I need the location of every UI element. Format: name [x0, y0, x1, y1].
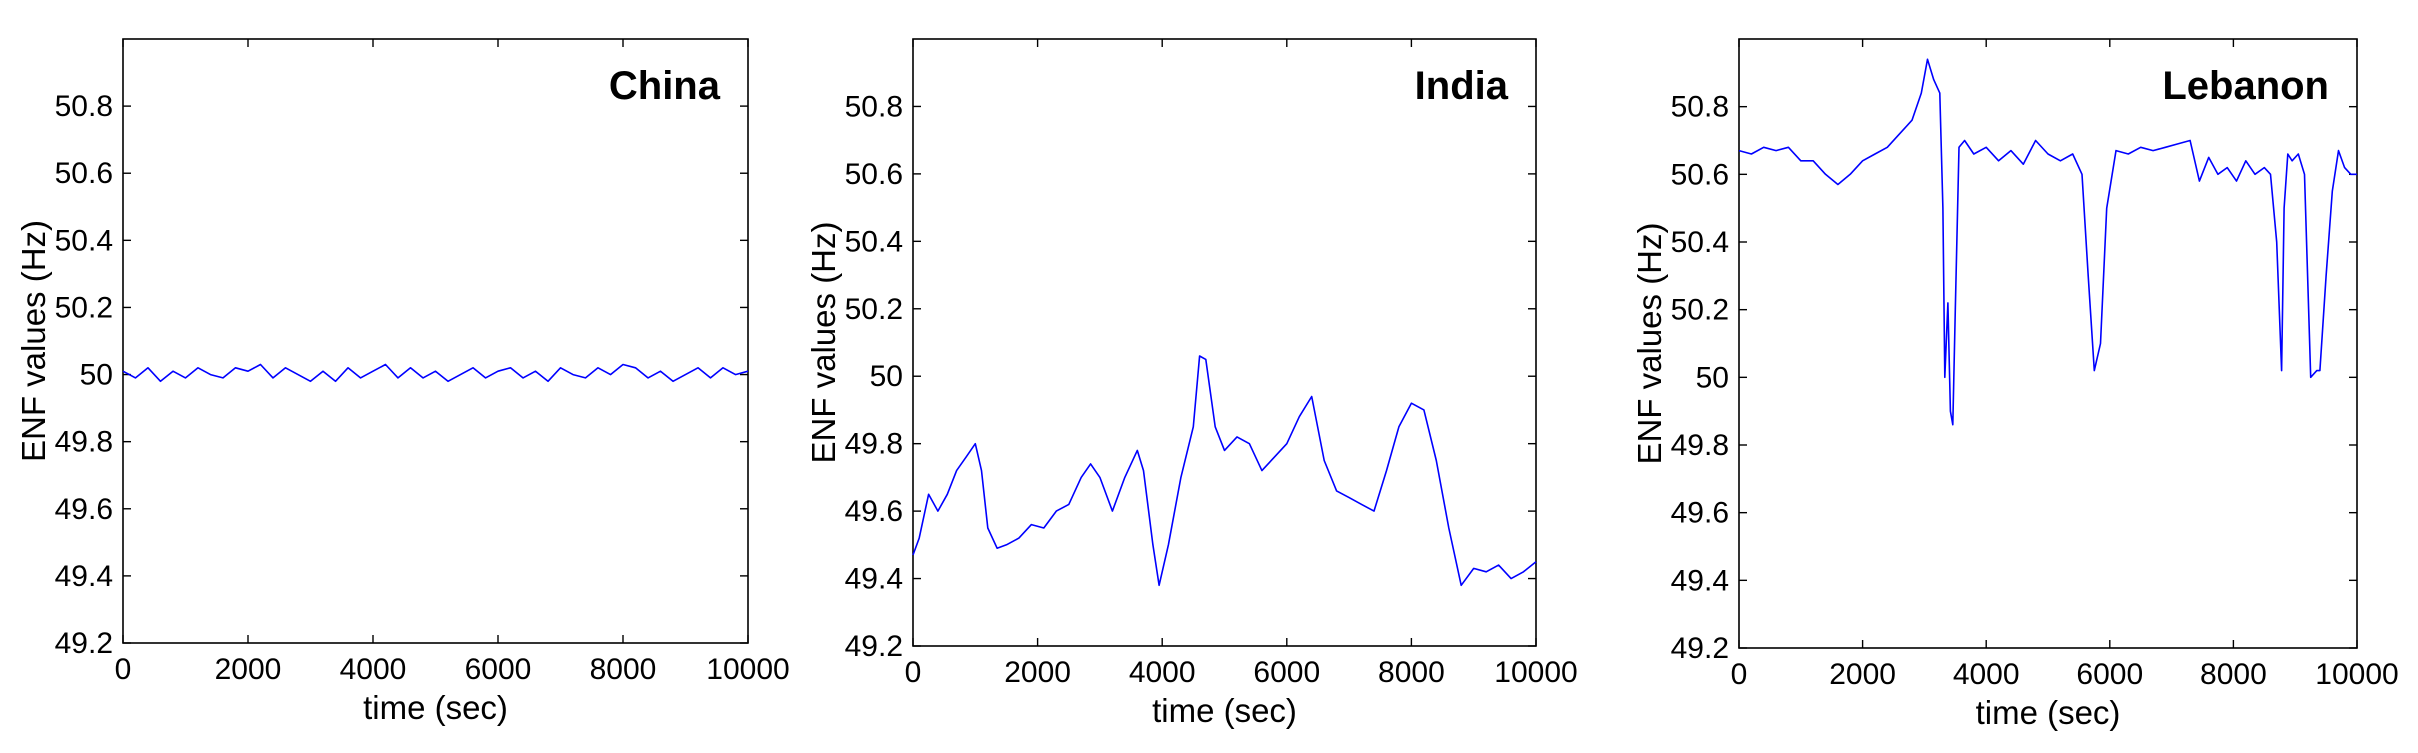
y-tick-label: 50.4: [845, 225, 903, 258]
x-tick-label: 6000: [465, 653, 532, 686]
y-axis-label: ENF values (Hz): [1631, 222, 1668, 464]
chart-panel-lebanon: 0 2000 4000 6000 8000 10000 49.2 49.4 49.6 49.8 50…: [1631, 38, 2399, 731]
panel-title: Lebanon: [2162, 64, 2329, 108]
y-tick-label: 49.4: [845, 563, 903, 596]
x-tick-label: 0: [115, 653, 132, 686]
series-line: [122, 363, 749, 383]
x-tick-label: 4000: [340, 653, 407, 686]
series-line: [912, 355, 1537, 587]
y-tick-label: 49.8: [1671, 429, 1729, 462]
x-tick-label: 10000: [1494, 656, 1577, 689]
y-tick-label: 49.8: [845, 428, 903, 461]
y-tick-label: 50.8: [1671, 91, 1729, 124]
y-tick-label: 49.6: [55, 493, 113, 526]
y-tick-label: 50.8: [845, 90, 903, 123]
y-tick-label: 50: [1696, 361, 1729, 394]
y-tick-label: 49.2: [1671, 632, 1729, 665]
x-tick-label: 6000: [2076, 658, 2143, 691]
x-tick-label: 2000: [215, 653, 282, 686]
y-tick-label: 50.2: [1671, 294, 1729, 327]
x-tick-label: 8000: [1378, 656, 1445, 689]
y-tick-label: 50.8: [55, 90, 113, 123]
y-axis-label: ENF values (Hz): [15, 220, 52, 462]
x-tick-label: 10000: [2315, 658, 2398, 691]
x-tick-label: 4000: [1953, 658, 2020, 691]
series-line: [1738, 58, 2357, 426]
x-tick-label: 8000: [590, 653, 657, 686]
x-axis-label: time (sec): [363, 689, 508, 726]
plot-frame: [122, 38, 749, 644]
y-tick-label: 50.4: [55, 224, 113, 257]
x-tick-label: 0: [1731, 658, 1748, 691]
plot-frame: [912, 38, 1537, 647]
plot-frame: [1738, 38, 2358, 649]
x-tick-label: 8000: [2200, 658, 2267, 691]
y-tick-label: 50: [80, 359, 113, 392]
x-axis-label: time (sec): [1152, 692, 1297, 729]
x-tick-label: 10000: [706, 653, 789, 686]
y-tick-label: 49.2: [55, 627, 113, 660]
y-tick-label: 49.6: [1671, 497, 1729, 530]
y-tick-label: 50.6: [845, 158, 903, 191]
x-tick-label: 0: [905, 656, 922, 689]
y-tick-label: 49.2: [845, 630, 903, 663]
panel-title: China: [609, 64, 721, 108]
x-axis-label: time (sec): [1976, 694, 2121, 731]
y-tick-label: 49.6: [845, 495, 903, 528]
x-tick-label: 2000: [1004, 656, 1071, 689]
y-tick-label: 50.6: [1671, 158, 1729, 191]
y-tick-label: 49.4: [55, 560, 113, 593]
x-tick-label: 4000: [1129, 656, 1196, 689]
y-tick-label: 50.4: [1671, 226, 1729, 259]
x-tick-label: 6000: [1253, 656, 1320, 689]
panel-title: India: [1415, 64, 1509, 108]
chart-panel-india: 0 2000 4000 6000 8000 10000 49.2 49.4 49.6 49.8 50…: [805, 38, 1578, 729]
y-tick-label: 50.2: [55, 291, 113, 324]
y-tick-label: 50: [870, 360, 903, 393]
chart-panel-china: 0 2000 4000 6000 8000 10000 49.2 49.4 49.6 49.8 50…: [15, 38, 790, 726]
y-tick-label: 49.4: [1671, 564, 1729, 597]
x-tick-label: 2000: [1829, 658, 1896, 691]
y-tick-label: 50.2: [845, 293, 903, 326]
y-tick-label: 49.8: [55, 426, 113, 459]
y-tick-label: 50.6: [55, 157, 113, 190]
y-axis-label: ENF values (Hz): [805, 221, 842, 463]
